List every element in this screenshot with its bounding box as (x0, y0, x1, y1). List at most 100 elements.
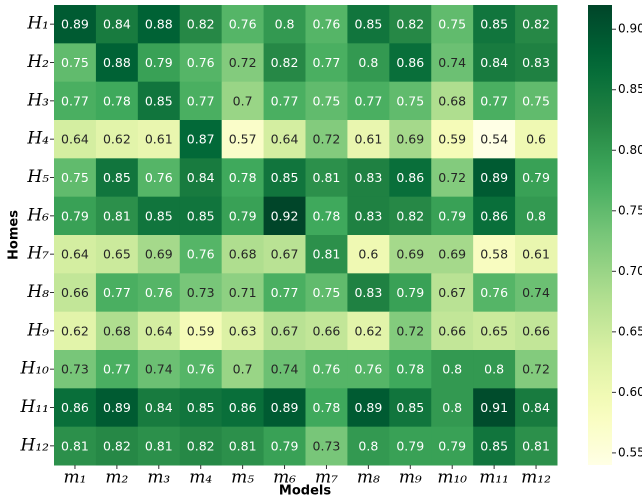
cell-label: 0.66 (313, 323, 341, 338)
colorbar-tick-label: 0.70 (618, 264, 642, 278)
heatmap-cell (54, 158, 97, 198)
cell-label: 0.91 (480, 400, 508, 415)
cell-label: 0.85 (480, 17, 508, 32)
heatmap-cell (347, 273, 390, 313)
cell-label: 0.68 (229, 247, 257, 262)
cell-label: 0.74 (522, 285, 550, 300)
y-tick-label: H₉ (26, 320, 49, 340)
cell-label: 0.73 (313, 438, 341, 453)
cell-label: 0.81 (103, 208, 131, 223)
y-tick-label: H₄ (26, 129, 49, 149)
cell-label: 0.73 (187, 285, 215, 300)
cell-label: 0.89 (103, 400, 131, 415)
cell-label: 0.78 (313, 208, 341, 223)
heatmap-cell (179, 350, 223, 389)
cell-label: 0.78 (396, 362, 424, 377)
cell-label: 0.83 (522, 55, 550, 70)
cell-label: 0.87 (187, 132, 215, 147)
heatmap-cell (431, 311, 474, 351)
cell-label: 0.86 (396, 170, 424, 185)
cell-label: 0.67 (271, 247, 299, 262)
cell-label: 0.84 (480, 55, 508, 70)
heatmap-cell (137, 426, 181, 466)
cell-label: 0.82 (103, 438, 131, 453)
heatmap-cell (221, 81, 265, 121)
heatmap-cell (389, 273, 432, 313)
heatmap-cell (137, 273, 181, 313)
cell-label: 0.82 (396, 17, 424, 32)
cell-label: 0.8 (442, 400, 462, 415)
heatmap-cell (179, 43, 223, 83)
heatmap-cell (473, 388, 516, 428)
heatmap-cell (95, 311, 139, 351)
x-tick-label: m₁ (63, 468, 86, 488)
cell-label: 0.69 (438, 247, 466, 262)
heatmap-cell (305, 81, 348, 121)
cell-label: 0.77 (187, 93, 215, 108)
cell-label: 0.77 (271, 93, 299, 108)
cell-label: 0.77 (61, 93, 89, 108)
heatmap-cell (431, 43, 474, 83)
cell-label: 0.65 (103, 247, 131, 262)
cell-label: 0.82 (396, 208, 424, 223)
cell-label: 0.73 (61, 362, 89, 377)
cell-label: 0.62 (354, 323, 382, 338)
cell-label: 0.86 (61, 400, 89, 415)
cell-label: 0.78 (313, 400, 341, 415)
cell-label: 0.85 (145, 93, 173, 108)
y-tick-label: H₁₀ (20, 359, 50, 379)
heatmap-cell (389, 81, 432, 121)
heatmap-cell (95, 350, 139, 389)
heatmap-cell (305, 5, 348, 44)
cell-label: 0.85 (187, 400, 215, 415)
heatmap-cell (473, 311, 516, 351)
cell-label: 0.85 (187, 208, 215, 223)
heatmap-cell (263, 196, 306, 236)
heatmap-cell (347, 235, 390, 274)
heatmap-cell (473, 81, 516, 121)
cell-label: 0.72 (522, 362, 550, 377)
cell-label: 0.61 (522, 247, 550, 262)
heatmap-cell (54, 350, 97, 389)
cell-label: 0.75 (396, 93, 424, 108)
heatmap-cell (515, 158, 558, 198)
heatmap-cell (95, 426, 139, 466)
cell-label: 0.79 (396, 438, 424, 453)
heatmap-cell (431, 273, 474, 313)
cell-label: 0.81 (61, 438, 89, 453)
cell-label: 0.72 (438, 170, 466, 185)
cell-label: 0.78 (229, 170, 257, 185)
heatmap-cell (179, 388, 223, 428)
heatmap-cell (95, 81, 139, 121)
heatmap-cell (389, 311, 432, 351)
heatmap-cell (473, 158, 516, 198)
heatmap-cell (179, 5, 223, 44)
y-axis-label: Homes (7, 210, 22, 260)
heatmap-cell (515, 388, 558, 428)
cell-label: 0.92 (271, 208, 299, 223)
heatmap-cell (54, 196, 97, 236)
cell-label: 0.59 (438, 132, 466, 147)
cell-label: 0.72 (313, 132, 341, 147)
cell-label: 0.76 (354, 362, 382, 377)
heatmap-cell (179, 426, 223, 466)
heatmap-cell (515, 196, 558, 236)
x-tick-label: m₄ (189, 468, 212, 488)
heatmap-cell (305, 120, 348, 159)
cell-label: 0.63 (229, 323, 257, 338)
heatmap-cell (221, 350, 265, 389)
heatmap-cell (221, 388, 265, 428)
heatmap-cell (221, 158, 265, 198)
cell-label: 0.65 (480, 323, 508, 338)
heatmap-cell (473, 5, 516, 44)
colorbar-tick-label: 0.90 (618, 22, 642, 36)
heatmap-cell (431, 196, 474, 236)
cell-label: 0.72 (396, 323, 424, 338)
cell-label: 0.7 (233, 93, 253, 108)
heatmap-cell (347, 120, 390, 159)
cell-label: 0.75 (61, 170, 89, 185)
heatmap-cell (54, 388, 97, 428)
cell-label: 0.89 (480, 170, 508, 185)
heatmap-cell (263, 388, 306, 428)
heatmap-cell (347, 311, 390, 351)
